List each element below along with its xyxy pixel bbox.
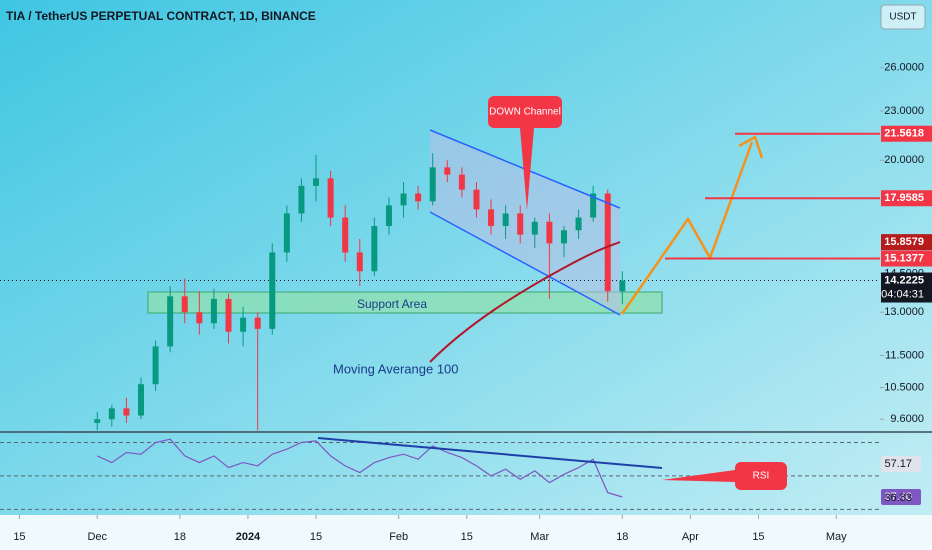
channel-fill bbox=[430, 130, 620, 315]
price-tag bbox=[881, 272, 932, 303]
price-tag-label: 17.9585 bbox=[884, 192, 924, 204]
x-tick-label: 2024 bbox=[236, 531, 261, 543]
x-tick-label: 15 bbox=[752, 531, 764, 543]
y-tick-label: 9.6000 bbox=[890, 413, 924, 425]
price-tag-label: 15.8579 bbox=[884, 236, 924, 248]
candle-body bbox=[415, 193, 422, 202]
rsi-tag-label: 37.40 bbox=[884, 491, 912, 503]
candle-body bbox=[152, 346, 159, 385]
y-tick-label: 11.5000 bbox=[885, 349, 924, 361]
candle-body bbox=[196, 312, 203, 324]
candle-body bbox=[473, 189, 480, 210]
price-tag bbox=[881, 190, 932, 207]
candle-body bbox=[590, 193, 597, 218]
candle-body bbox=[400, 193, 407, 206]
rsi-tag bbox=[881, 488, 921, 505]
price-tag-label: 15.1377 bbox=[884, 252, 924, 264]
rsi-trendline bbox=[317, 437, 663, 469]
projection-arrowhead bbox=[738, 135, 764, 159]
candle-body bbox=[327, 178, 334, 218]
y-tick-label: 23.0000 bbox=[884, 105, 924, 117]
support-area bbox=[147, 291, 663, 314]
x-tick-label: 15 bbox=[461, 531, 473, 543]
candle-body bbox=[342, 217, 349, 253]
ma-label: Moving Averange 100 bbox=[333, 361, 459, 376]
candle-body bbox=[604, 193, 611, 292]
candle-body bbox=[123, 408, 130, 416]
candle-body bbox=[488, 209, 495, 226]
candle-body bbox=[429, 167, 436, 202]
time-axis-bg bbox=[0, 515, 932, 550]
projection bbox=[620, 141, 754, 315]
currency: USDT bbox=[889, 12, 916, 23]
x-tick-label: Apr bbox=[682, 531, 699, 543]
support-label: Support Area bbox=[357, 297, 427, 311]
y-tick-label: 13.0000 bbox=[884, 306, 924, 318]
chart-title: TIA / TetherUS PERPETUAL CONTRACT, 1D, B… bbox=[6, 9, 316, 23]
candle-body bbox=[385, 205, 392, 226]
candle-body bbox=[458, 174, 465, 190]
candle-body bbox=[225, 298, 232, 332]
candle-body bbox=[108, 408, 115, 420]
candle-body bbox=[517, 213, 524, 235]
candle-body bbox=[502, 213, 509, 226]
candle-body bbox=[531, 221, 538, 235]
countdown: 04:04:31 bbox=[881, 288, 924, 300]
candle-body bbox=[313, 178, 320, 186]
y-tick-label: 20.0000 bbox=[884, 154, 924, 166]
y-tick-label: 26.0000 bbox=[884, 62, 924, 74]
candle-body bbox=[575, 217, 582, 231]
x-tick-label: Feb bbox=[389, 531, 408, 543]
candle-body bbox=[619, 280, 626, 292]
candle-body bbox=[167, 296, 174, 347]
price-tag bbox=[881, 125, 932, 142]
currency-box[interactable] bbox=[880, 4, 926, 30]
y-tick-label: 10.5000 bbox=[884, 381, 924, 393]
x-tick-label: May bbox=[826, 531, 847, 543]
channel-label: DOWN Channel bbox=[489, 107, 561, 118]
candle-body bbox=[283, 213, 290, 253]
candle-body bbox=[240, 317, 247, 332]
price-tag-label: 14.2225 bbox=[884, 274, 924, 286]
rsi-tag-label: 57.17 bbox=[884, 458, 912, 470]
x-tick-label: 18 bbox=[174, 531, 186, 543]
channel-callout bbox=[488, 96, 562, 210]
candle-body bbox=[254, 317, 261, 329]
x-tick-label: Mar bbox=[530, 531, 549, 543]
over-layer: DOWN Channel Support Area Moving Averang… bbox=[6, 4, 932, 505]
candle-body bbox=[298, 185, 305, 214]
price-tag bbox=[881, 250, 932, 267]
rsi-tag bbox=[881, 455, 921, 472]
x-tick-label: 15 bbox=[310, 531, 322, 543]
rsi-line bbox=[96, 438, 623, 498]
candle-body bbox=[181, 296, 188, 313]
under-layer: 26.000023.000020.000014.500013.000011.50… bbox=[0, 62, 924, 510]
moving-average bbox=[429, 241, 621, 363]
candle-body bbox=[269, 252, 276, 329]
marks-layer: 15 Dec 18 2024 15 Feb 15 Mar 18 Apr 15 May bbox=[13, 153, 847, 543]
candle-body bbox=[137, 384, 144, 416]
rsi-callout bbox=[662, 462, 787, 490]
candle-body bbox=[371, 225, 378, 272]
x-tick-label: 15 bbox=[13, 531, 25, 543]
channel-lower bbox=[429, 211, 621, 316]
rsi-callout-label: RSI bbox=[753, 471, 770, 482]
candle-body bbox=[444, 167, 451, 175]
price-tag bbox=[881, 234, 932, 251]
candle-body bbox=[546, 221, 553, 244]
rsi-tag-label: 36.83 bbox=[884, 492, 912, 504]
candle-body bbox=[356, 252, 363, 272]
candle-body bbox=[560, 230, 567, 244]
x-tick-label: 18 bbox=[616, 531, 628, 543]
candle-body bbox=[94, 419, 101, 423]
candle-body bbox=[210, 298, 217, 324]
price-tag-label: 21.5618 bbox=[884, 128, 924, 140]
x-tick-label: Dec bbox=[87, 531, 107, 543]
